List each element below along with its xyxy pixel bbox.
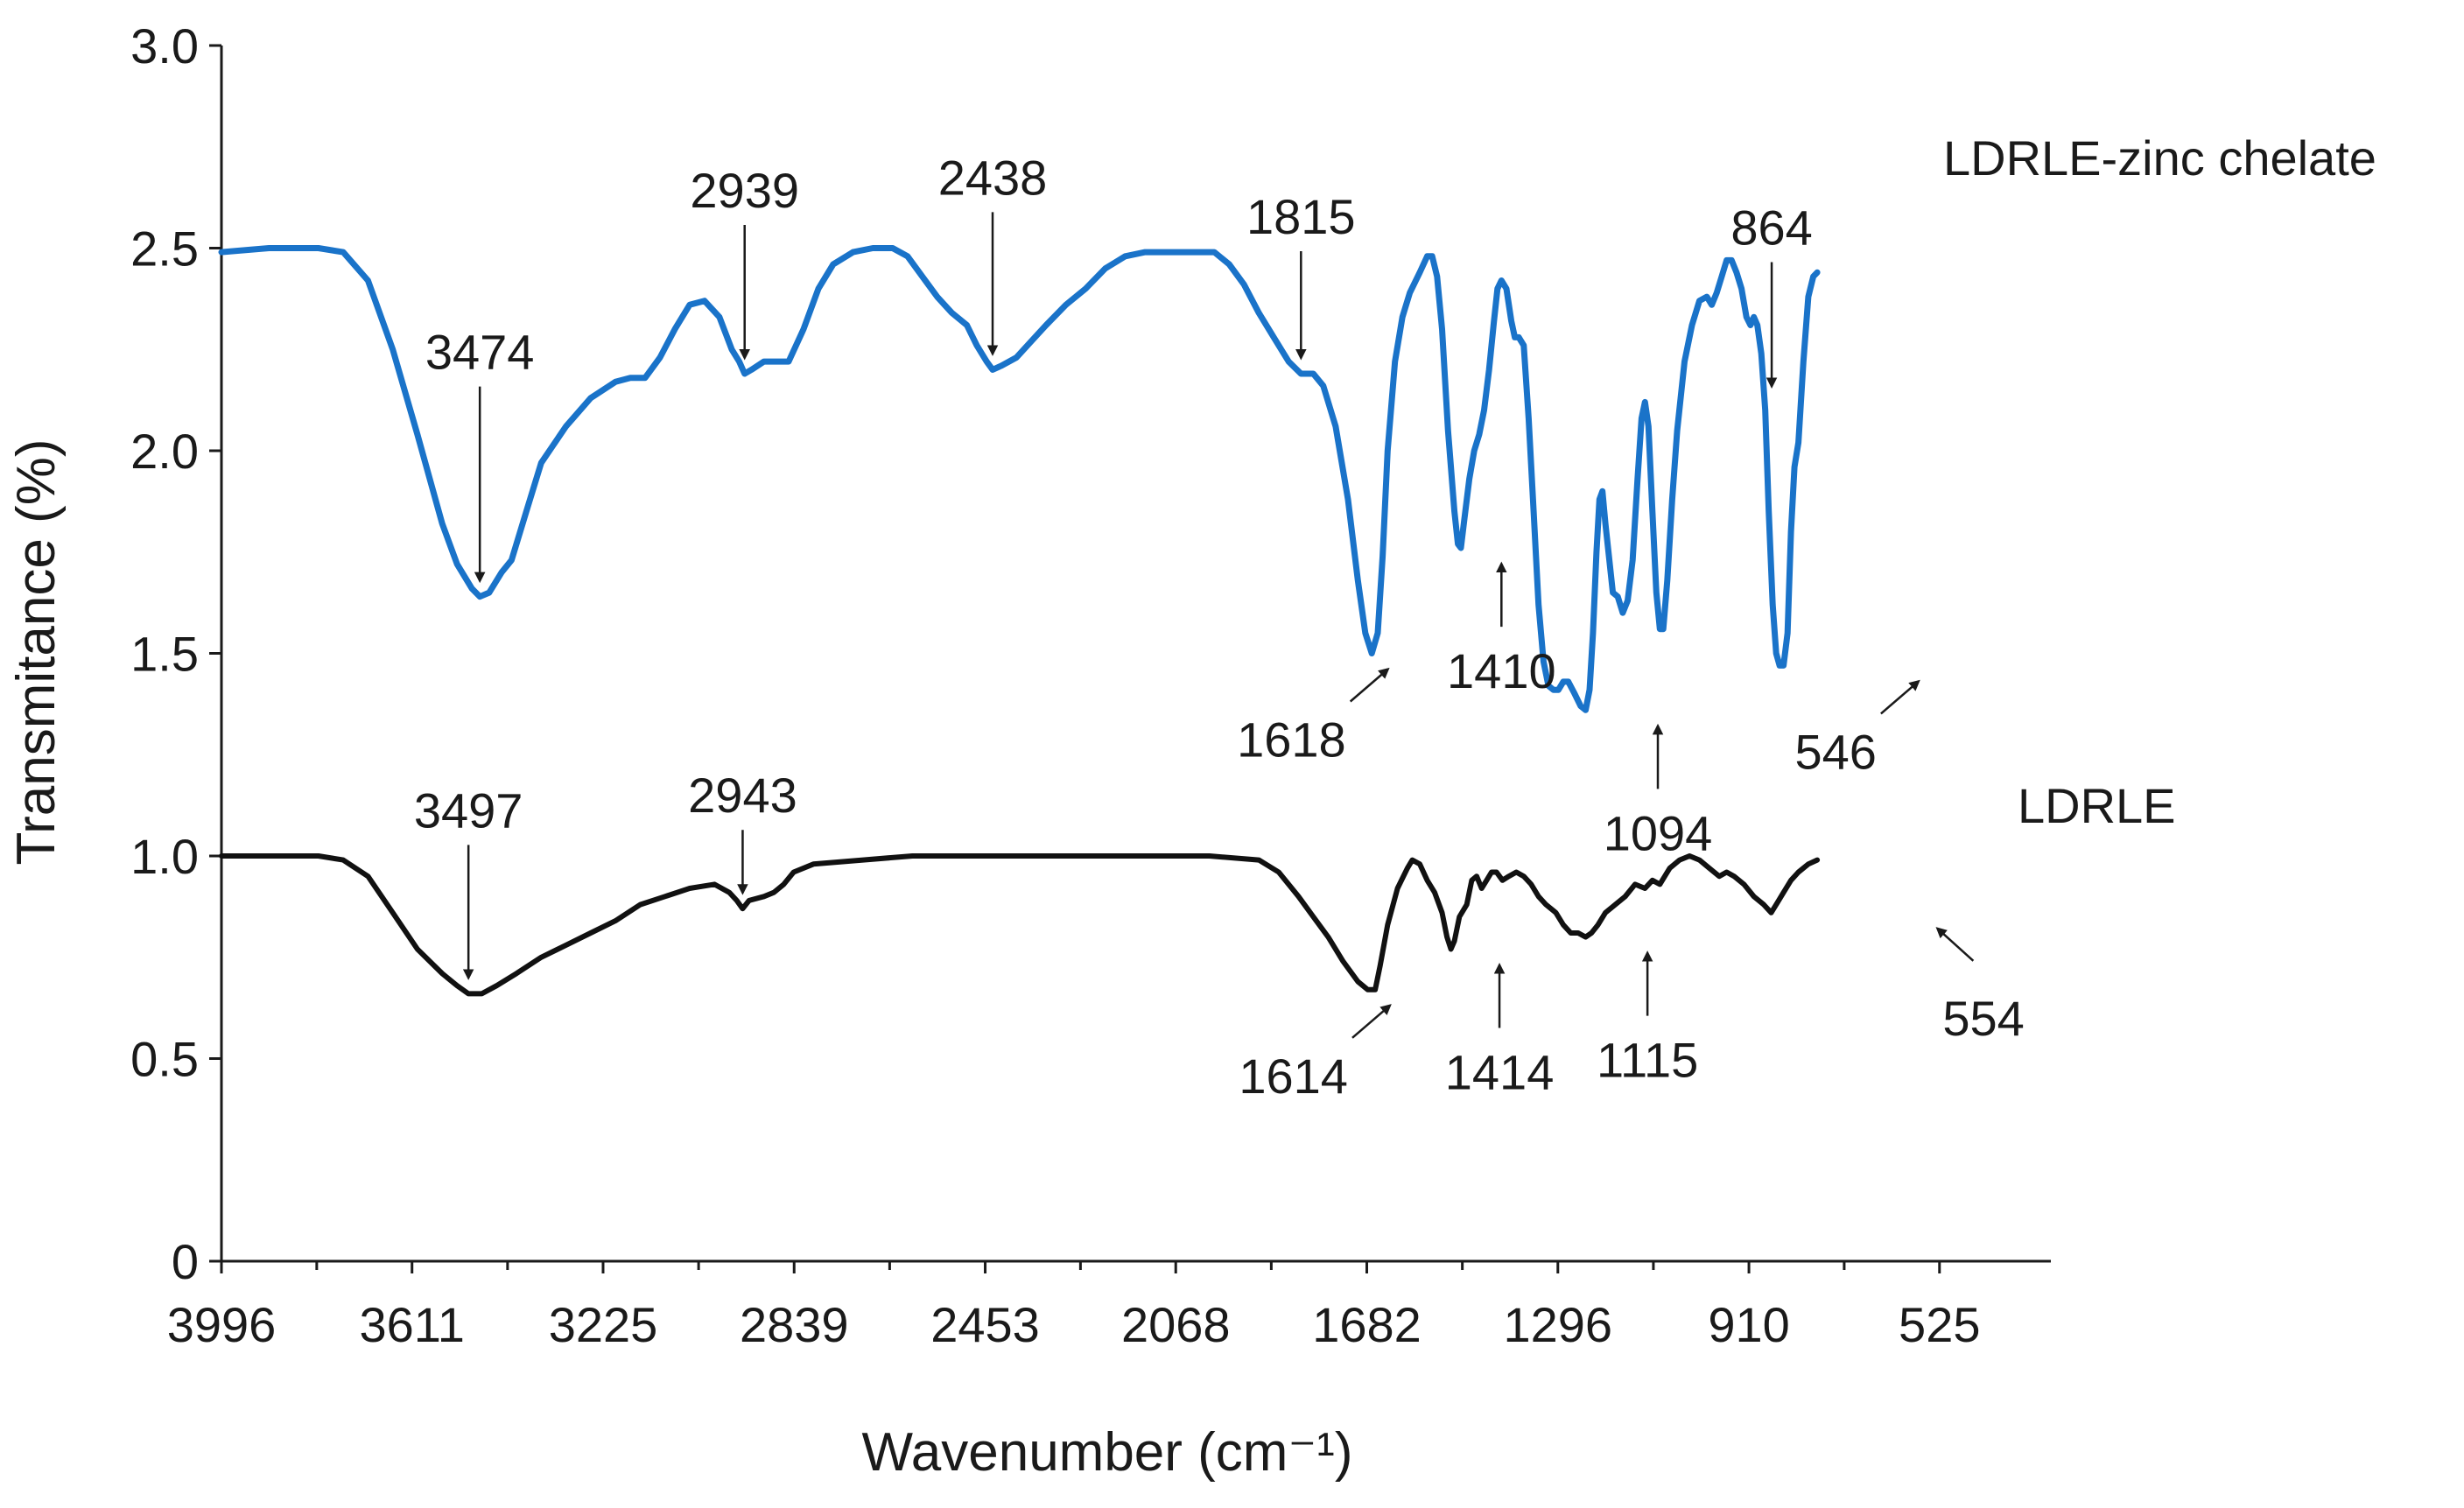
y-axis-title: Transmitance (%) [6,439,67,866]
peak-label: 546 [1794,724,1876,779]
peak-label: 2438 [938,150,1048,205]
peak-label: 554 [1942,991,2024,1046]
ticks: 0 0.5 1.0 1.5 2.0 2.5 3.0 3996 3611 3225 2839 2453 2… [130,18,1980,1352]
series-labels: LDRLE-zinc chelate LDRLE [1943,130,2376,833]
peak-annotations: 3474 2939 2438 1815 1618 1410 1094 864 546 3497 29… [414,150,2025,1103]
x-axis-title: Wavenumber (cm⁻¹) [862,1422,1353,1483]
y-tick-label: 2.0 [130,424,199,479]
series-label-ldrle: LDRLE [2018,778,2176,833]
peak-label: 2943 [688,768,797,823]
y-tick-label: 1.5 [130,627,199,682]
peak-arrow [1351,1004,1392,1039]
peak-label: 1115 [1597,1033,1698,1088]
y-tick-label: 1.0 [130,829,199,884]
x-tick-label: 1296 [1503,1297,1612,1352]
x-tick-label: 1682 [1312,1297,1422,1352]
peak-label: 1614 [1239,1049,1348,1104]
x-tick-label: 910 [1708,1297,1789,1352]
series-line-ldrle [219,853,1821,997]
peak-label: 1414 [1445,1044,1555,1099]
y-tick-label: 0.5 [130,1032,199,1087]
series [218,245,1821,997]
x-tick-label: 2839 [740,1297,849,1352]
peak-arrow [1935,927,1975,962]
x-tick-label: 525 [1899,1297,1980,1352]
x-tick-label: 3996 [167,1297,277,1352]
x-tick-label: 3225 [549,1297,658,1352]
x-tick-label: 3611 [359,1297,464,1352]
peak-label: 864 [1730,200,1812,255]
peak-arrow [1880,679,1920,715]
y-tick-label: 3.0 [130,18,199,74]
peak-label: 3474 [425,325,535,380]
series-line-zinc-chelate [218,245,1821,713]
x-tick-label: 2453 [930,1297,1040,1352]
y-tick-label: 0 [172,1234,199,1289]
peak-label: 1815 [1246,189,1356,244]
series-label-zinc: LDRLE-zinc chelate [1943,130,2376,186]
peak-label: 1618 [1237,712,1346,768]
y-tick-label: 2.5 [130,221,199,277]
peak-label: 2939 [690,163,799,218]
peak-arrow [1349,667,1390,703]
peak-label: 3497 [414,782,523,838]
peak-label: 1094 [1604,805,1713,860]
peak-label: 1410 [1447,643,1556,698]
x-tick-label: 2068 [1121,1297,1231,1352]
